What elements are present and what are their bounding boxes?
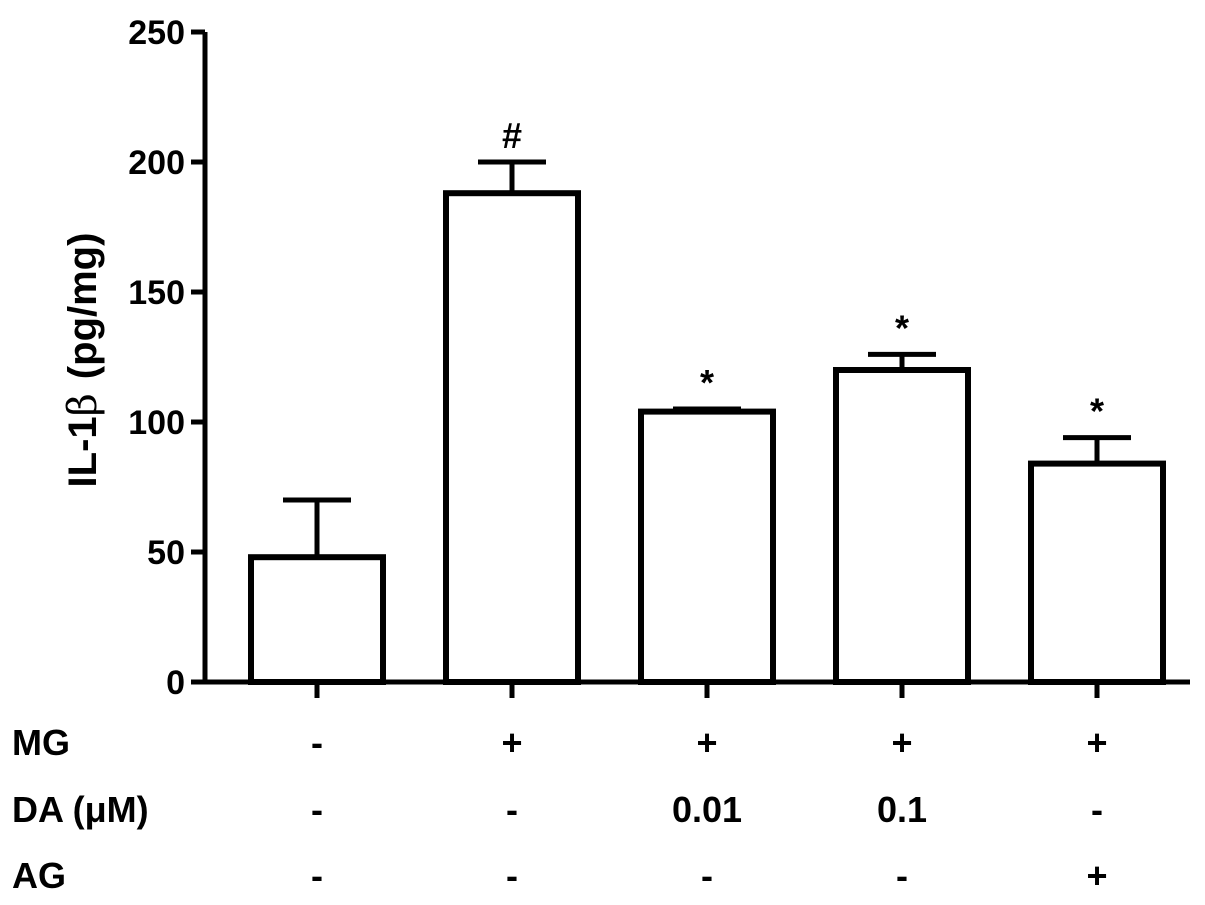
y-tick-label: 150 — [128, 274, 185, 312]
treatment-cell: + — [1086, 855, 1107, 896]
treatment-table: MG - + + + + DA (μM) - - 0.01 0.1 - AG - - - - + — [12, 722, 1108, 896]
treatment-cell: + — [1086, 722, 1107, 763]
significance-marker: # — [502, 115, 522, 156]
treatment-cell: 0.1 — [877, 789, 927, 830]
significance-marker: * — [700, 362, 714, 403]
significance-marker: * — [1090, 391, 1104, 432]
treatment-row-label: MG — [12, 722, 70, 763]
bar — [833, 367, 971, 685]
y-tick-label: 0 — [166, 664, 185, 702]
treatment-cell: - — [506, 789, 518, 830]
y-tick-label: 100 — [128, 404, 185, 442]
significance-marker: * — [895, 307, 909, 348]
y-tick-label: 50 — [147, 534, 185, 572]
treatment-cell: - — [311, 855, 323, 896]
treatment-cell: - — [701, 855, 713, 896]
y-axis-label: IL-1β (pg/mg) — [60, 233, 106, 488]
y-axis-label-greek: β — [60, 393, 106, 416]
treatment-cell: - — [896, 855, 908, 896]
treatment-row-label: DA (μM) — [12, 789, 149, 830]
bar — [1028, 460, 1166, 685]
treatment-cell: + — [696, 722, 717, 763]
treatment-row-label: AG — [12, 855, 66, 896]
treatment-cell: + — [891, 722, 912, 763]
treatment-cell: - — [311, 789, 323, 830]
plot-layer: 0 50 100 150 200 250 # * * * — [128, 14, 1190, 702]
y-tick-label: 250 — [128, 14, 185, 52]
bar — [248, 554, 386, 686]
treatment-cell: + — [501, 722, 522, 763]
treatment-cell: - — [1091, 789, 1103, 830]
treatment-cell: - — [311, 722, 323, 763]
bar — [638, 408, 776, 685]
y-tick-label: 200 — [128, 144, 185, 182]
treatment-cell: 0.01 — [672, 789, 742, 830]
bar — [443, 190, 581, 685]
treatment-cell: - — [506, 855, 518, 896]
y-axis-label-unit: (pg/mg) — [61, 233, 105, 380]
y-axis-label-main: IL-1 — [61, 416, 105, 487]
